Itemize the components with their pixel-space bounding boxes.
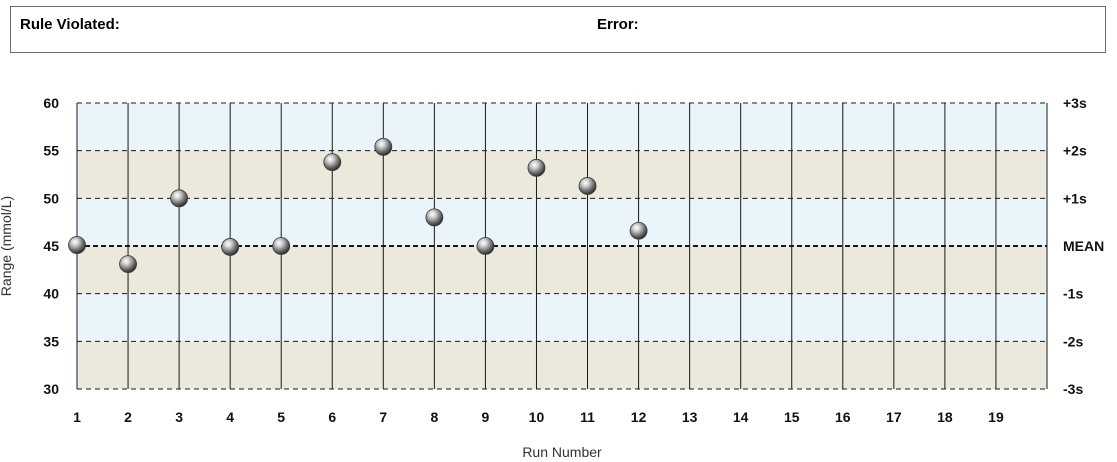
x-tick-label: 2 bbox=[124, 409, 132, 425]
x-tick-label: 13 bbox=[682, 409, 698, 425]
x-tick-label: 9 bbox=[482, 409, 490, 425]
x-tick-label: 10 bbox=[529, 409, 545, 425]
x-tick-label: 6 bbox=[328, 409, 336, 425]
data-point bbox=[221, 238, 240, 256]
y-tick-label: 40 bbox=[43, 286, 59, 302]
x-tick-label: 5 bbox=[277, 409, 285, 425]
sd-label: -3s bbox=[1063, 381, 1083, 397]
data-point bbox=[527, 158, 546, 177]
y-tick-label: 50 bbox=[43, 190, 59, 206]
error-label: Error: bbox=[597, 16, 639, 33]
sd-label: -2s bbox=[1063, 333, 1083, 349]
sd-band-5 bbox=[77, 341, 1047, 389]
x-tick-label: 15 bbox=[784, 409, 800, 425]
x-tick-label: 14 bbox=[733, 409, 749, 425]
data-point bbox=[425, 208, 444, 227]
y-tick-label: 45 bbox=[43, 238, 59, 254]
x-tick-label: 18 bbox=[937, 409, 953, 425]
rule-violated-label: Rule Violated: bbox=[20, 16, 120, 33]
y-tick-label: 30 bbox=[43, 381, 59, 397]
y-tick-label: 35 bbox=[43, 333, 59, 349]
x-tick-label: 16 bbox=[835, 409, 851, 425]
x-tick-label: 19 bbox=[988, 409, 1004, 425]
x-tick-label: 8 bbox=[430, 409, 438, 425]
x-tick-label: 1 bbox=[73, 409, 81, 425]
data-point bbox=[170, 189, 189, 208]
x-tick-label: 3 bbox=[175, 409, 183, 425]
y-tick-label: 60 bbox=[43, 95, 59, 111]
sd-band-1 bbox=[77, 150, 1047, 199]
x-axis-title: Run Number bbox=[522, 444, 602, 460]
sd-label: +3s bbox=[1063, 95, 1087, 111]
x-tick-label: 12 bbox=[631, 409, 647, 425]
sd-band-4 bbox=[77, 293, 1047, 342]
x-tick-label: 4 bbox=[226, 409, 234, 425]
data-point bbox=[374, 137, 393, 156]
sd-band-2 bbox=[77, 198, 1047, 246]
data-point bbox=[476, 237, 495, 255]
data-point bbox=[629, 221, 648, 240]
sd-label: MEAN bbox=[1063, 238, 1104, 254]
data-point bbox=[119, 255, 137, 274]
data-point bbox=[323, 153, 342, 172]
rule-info-box: Rule Violated: Error: bbox=[10, 6, 1106, 53]
y-tick-label: 55 bbox=[43, 143, 59, 159]
sd-label: -1s bbox=[1063, 286, 1083, 302]
y-axis-title: Range (mmol/L) bbox=[0, 196, 14, 296]
sd-label: +1s bbox=[1063, 190, 1087, 206]
x-tick-label: 7 bbox=[379, 409, 387, 425]
sd-band-0 bbox=[77, 103, 1047, 151]
sd-band-3 bbox=[77, 246, 1047, 294]
data-point bbox=[272, 237, 291, 255]
data-point bbox=[68, 236, 86, 254]
data-point bbox=[578, 177, 597, 195]
x-tick-label: 11 bbox=[580, 409, 595, 425]
sd-label: +2s bbox=[1063, 143, 1087, 159]
x-tick-label: 17 bbox=[886, 409, 902, 425]
